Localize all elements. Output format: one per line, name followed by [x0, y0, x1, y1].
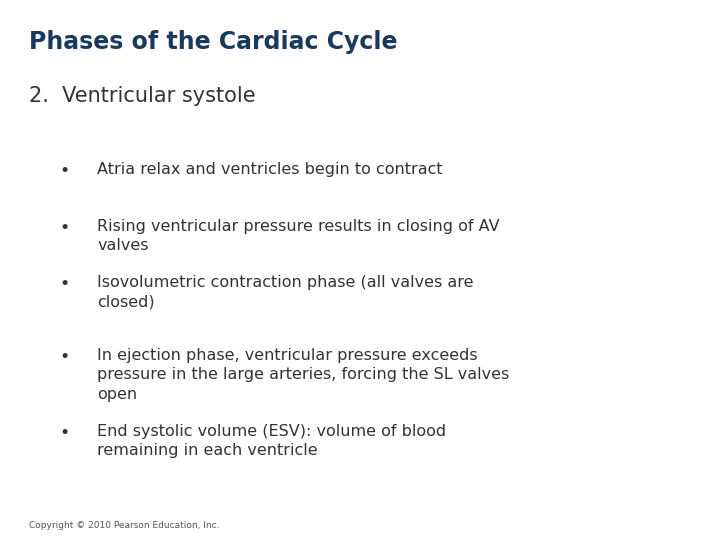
- Text: Isovolumetric contraction phase (all valves are
closed): Isovolumetric contraction phase (all val…: [97, 275, 474, 309]
- Text: Atria relax and ventricles begin to contract: Atria relax and ventricles begin to cont…: [97, 162, 443, 177]
- Text: •: •: [60, 275, 70, 293]
- Text: •: •: [60, 219, 70, 237]
- Text: 2.  Ventricular systole: 2. Ventricular systole: [29, 86, 256, 106]
- Text: Rising ventricular pressure results in closing of AV
valves: Rising ventricular pressure results in c…: [97, 219, 500, 253]
- Text: Phases of the Cardiac Cycle: Phases of the Cardiac Cycle: [29, 30, 397, 53]
- Text: •: •: [60, 162, 70, 180]
- Text: End systolic volume (ESV): volume of blood
remaining in each ventricle: End systolic volume (ESV): volume of blo…: [97, 424, 446, 458]
- Text: •: •: [60, 348, 70, 366]
- Text: Copyright © 2010 Pearson Education, Inc.: Copyright © 2010 Pearson Education, Inc.: [29, 521, 220, 530]
- Text: In ejection phase, ventricular pressure exceeds
pressure in the large arteries, : In ejection phase, ventricular pressure …: [97, 348, 510, 402]
- Text: •: •: [60, 424, 70, 442]
